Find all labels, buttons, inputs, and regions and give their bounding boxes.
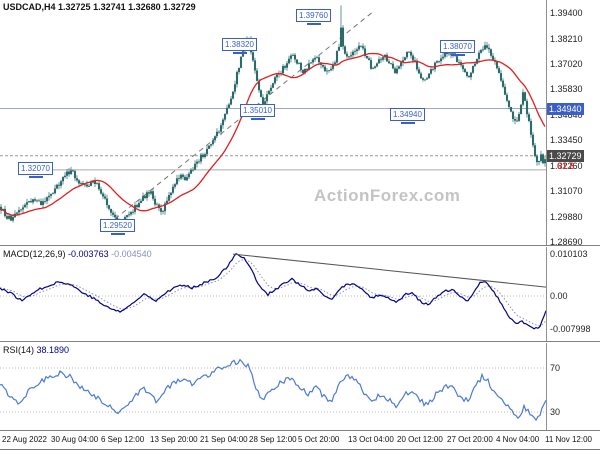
axis-divider bbox=[546, 343, 547, 430]
y-axis-tick: 1.32260 bbox=[550, 161, 583, 171]
fib-level-label: 61.8 bbox=[557, 161, 575, 171]
y-axis-tick: 1.31070 bbox=[550, 186, 583, 196]
ohlc-values: 1.32725 1.32741 1.32680 1.32729 bbox=[58, 2, 196, 12]
axis-divider bbox=[546, 0, 547, 245]
rsi-axis-tick: 30 bbox=[550, 407, 561, 417]
price-label: 1.34940 bbox=[390, 108, 425, 121]
price-label: 1.38320 bbox=[222, 38, 257, 51]
x-axis-label: 20 Oct 12:00 bbox=[397, 435, 443, 444]
price-level-mark bbox=[111, 233, 125, 235]
macd-axis-tick: -0.007998 bbox=[550, 324, 591, 334]
candlestick-plot[interactable] bbox=[0, 0, 546, 245]
x-axis-label: 4 Nov 04:00 bbox=[496, 435, 540, 444]
y-axis-price-box: 1.32729 bbox=[547, 150, 584, 162]
macd-line bbox=[0, 253, 546, 330]
rsi-label: RSI(14) 38.1890 bbox=[3, 345, 69, 355]
x-axis-label: 13 Oct 04:00 bbox=[348, 435, 394, 444]
x-axis-label: 5 Oct 20:00 bbox=[298, 435, 340, 444]
y-axis-tick: 1.39400 bbox=[550, 8, 583, 18]
candle-bodies bbox=[0, 27, 546, 224]
macd-plot[interactable] bbox=[0, 247, 546, 341]
rsi-plot[interactable] bbox=[0, 343, 546, 430]
price-label: 1.39760 bbox=[296, 9, 331, 22]
y-axis-tick: 1.29880 bbox=[550, 212, 583, 222]
price-level-mark bbox=[29, 176, 43, 178]
x-axis-label: 27 Oct 20:00 bbox=[447, 435, 493, 444]
macd-name: MACD(12,26,9) bbox=[3, 249, 66, 259]
price-level-mark bbox=[401, 122, 415, 124]
trendline bbox=[107, 10, 375, 225]
axis-divider bbox=[546, 247, 547, 341]
x-axis-label: 22 Aug 2022 bbox=[2, 435, 47, 444]
price-level-mark bbox=[451, 54, 465, 56]
x-axis-label: 28 Sep 12:00 bbox=[249, 435, 297, 444]
x-axis-label: 21 Sep 04:00 bbox=[200, 435, 248, 444]
x-axis-label: 13 Sep 20:00 bbox=[150, 435, 198, 444]
time-axis: 22 Aug 2022 30 Aug 04:00 6 Sep 12:00 13 Sep… bbox=[0, 432, 600, 449]
x-axis-label: 30 Aug 04:00 bbox=[51, 435, 99, 444]
rsi-axis-tick: 70 bbox=[550, 363, 561, 373]
price-label: 1.32070 bbox=[18, 162, 53, 175]
price-panel[interactable]: USDCAD,H4 1.32725 1.32741 1.32680 1.3272… bbox=[0, 0, 600, 247]
watermark: ActionForex.com bbox=[314, 186, 461, 205]
price-level-mark bbox=[233, 52, 247, 54]
x-axis-label: 6 Sep 12:00 bbox=[101, 435, 145, 444]
macd-signal-value: -0.004540 bbox=[111, 249, 152, 259]
macd-axis-tick: 0.010103 bbox=[550, 249, 588, 259]
price-level-mark bbox=[307, 23, 321, 25]
rsi-line bbox=[0, 358, 546, 422]
symbol-label: USDCAD,H4 bbox=[3, 2, 56, 12]
moving-average-line bbox=[0, 52, 546, 217]
y-axis-tick: 1.35830 bbox=[550, 84, 583, 94]
chart-title: USDCAD,H4 1.32725 1.32741 1.32680 1.3272… bbox=[3, 2, 196, 12]
rsi-name: RSI(14) bbox=[3, 345, 35, 355]
macd-label: MACD(12,26,9) -0.003763 -0.004540 bbox=[3, 249, 152, 259]
y-axis-tick: 1.33450 bbox=[550, 135, 583, 145]
rsi-panel[interactable]: RSI(14) 38.1890 70 30 bbox=[0, 343, 600, 431]
rsi-value: 38.1890 bbox=[36, 345, 70, 355]
y-axis-tick: 1.38210 bbox=[550, 34, 583, 44]
y-axis-tick: 1.37020 bbox=[550, 59, 583, 69]
price-level-mark bbox=[251, 118, 265, 120]
y-axis-tick: 1.28690 bbox=[550, 237, 583, 247]
macd-main-value: -0.003763 bbox=[68, 249, 109, 259]
price-label: 1.38070 bbox=[440, 40, 475, 53]
macd-trendline bbox=[232, 253, 546, 288]
price-label: 1.35010 bbox=[240, 104, 275, 117]
macd-axis-tick: 0.00 bbox=[550, 291, 568, 301]
y-axis-price-box: 1.34940 bbox=[547, 103, 584, 115]
price-label: 1.29520 bbox=[100, 219, 135, 232]
y-axis-tick: 1.34640 bbox=[550, 110, 583, 120]
macd-panel[interactable]: MACD(12,26,9) -0.003763 -0.004540 0.0101… bbox=[0, 247, 600, 342]
x-axis-label: 11 Nov 12:00 bbox=[545, 435, 592, 444]
